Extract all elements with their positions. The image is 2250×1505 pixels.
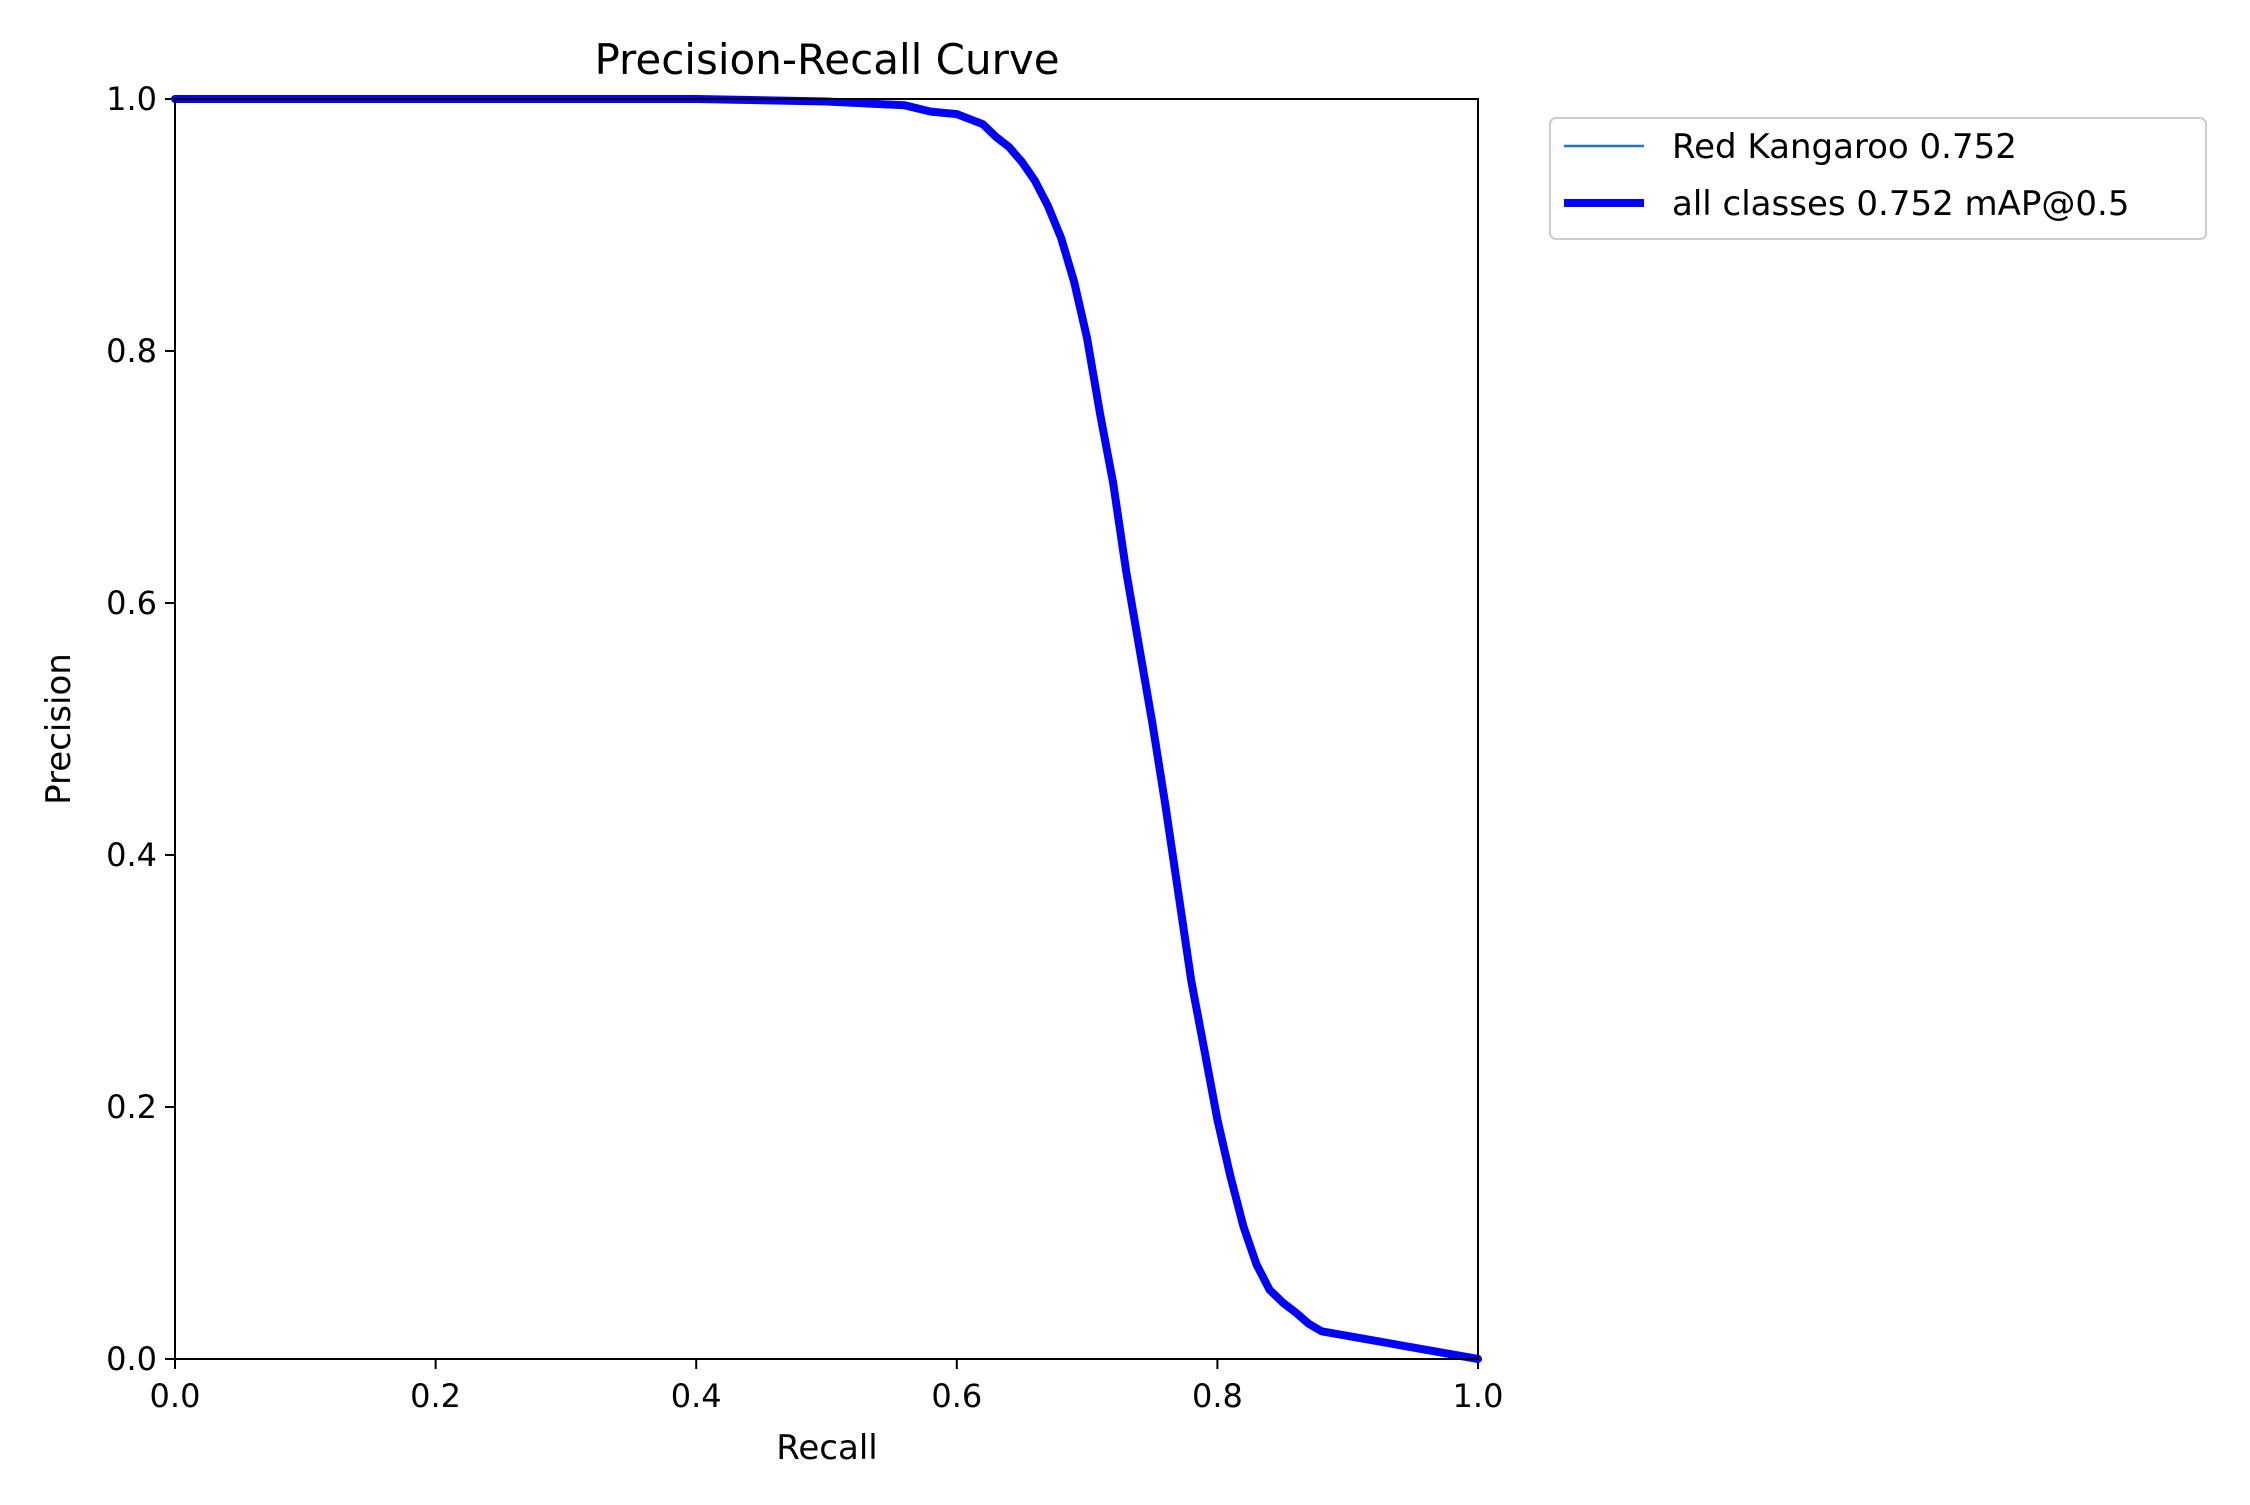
x-tick-label: 0.8: [1192, 1377, 1243, 1415]
y-tick-label: 0.4: [106, 836, 157, 874]
legend-label-all-classes: all classes 0.752 mAP@0.5: [1672, 184, 2129, 224]
x-axis-label: Recall: [776, 1428, 877, 1468]
axis-ticks: 0.0 0.2 0.4 0.6 0.8 1.0 0.0 0.2 0.4 0.6 0.8 1.0: [106, 80, 1503, 1415]
legend-frame: [1549, 117, 2207, 240]
x-tick-label: 0.2: [410, 1377, 461, 1415]
x-tick-label: 0.6: [931, 1377, 982, 1415]
y-tick-label: 0.8: [106, 332, 157, 370]
legend: Red Kangaroo 0.752 all classes 0.752 mAP…: [1549, 117, 2207, 240]
x-tick-label: 1.0: [1453, 1377, 1504, 1415]
x-tick-label: 0.0: [150, 1377, 201, 1415]
plot-frame: [174, 98, 1479, 1360]
chart-title: Precision-Recall Curve: [594, 35, 1059, 84]
y-axis-label: Precision: [39, 653, 79, 805]
y-tick-label: 0.2: [106, 1088, 157, 1126]
y-tick-label: 0.6: [106, 584, 157, 622]
series-lines: [171, 95, 1482, 1363]
plot-area: [175, 99, 1478, 1359]
legend-label-red-kangaroo: Red Kangaroo 0.752: [1672, 127, 2017, 167]
y-tick-label: 0.0: [106, 1340, 157, 1378]
x-tick-label: 0.4: [671, 1377, 722, 1415]
series-line-all-classes: [171, 95, 1482, 1363]
y-tick-label: 1.0: [106, 80, 157, 118]
